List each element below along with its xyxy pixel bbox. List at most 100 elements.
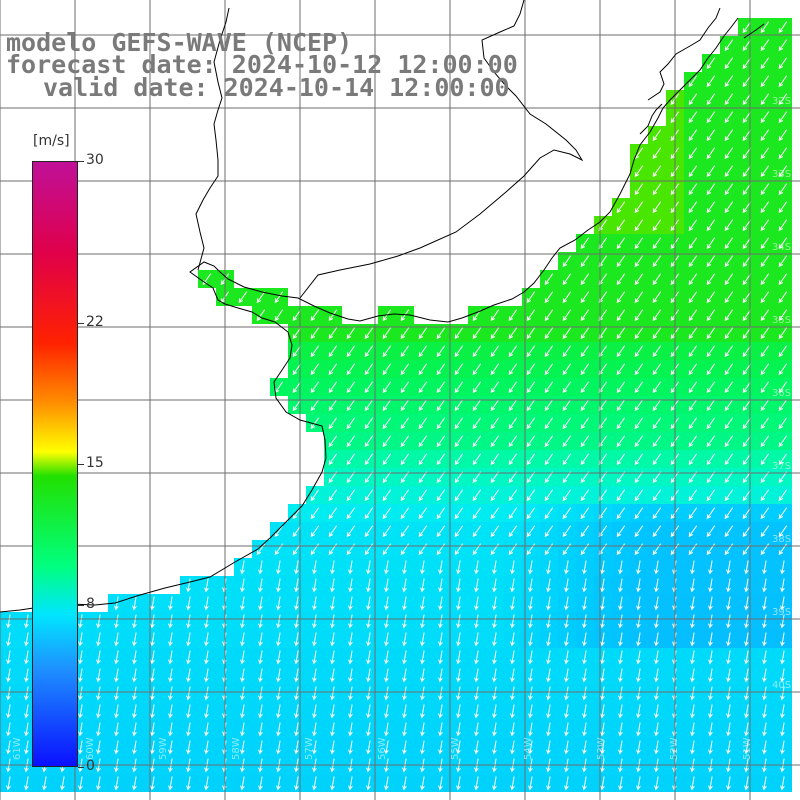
- wind-arrow: [292, 525, 302, 538]
- wind-arrow: [742, 39, 752, 52]
- wind-arrow: [742, 93, 752, 106]
- wind-arrow: [150, 776, 155, 791]
- wind-arrow: [634, 309, 644, 322]
- wind-arrow: [310, 489, 320, 502]
- wind-arrow: [562, 327, 572, 340]
- wind-arrow: [580, 273, 590, 286]
- wind-arrow: [526, 363, 536, 376]
- wind-arrow: [114, 632, 119, 647]
- wind-arrow: [706, 75, 716, 88]
- wind-arrow: [294, 596, 299, 611]
- wind-arrow: [348, 578, 353, 593]
- wind-arrow: [528, 650, 533, 665]
- wind-arrow: [204, 704, 209, 719]
- wind-arrow: [438, 578, 443, 593]
- wind-arrow: [150, 704, 155, 719]
- wind-arrow: [706, 237, 716, 250]
- wind-arrow: [652, 345, 662, 358]
- wind-arrow: [780, 632, 785, 647]
- wind-arrow: [240, 614, 245, 629]
- wind-arrow: [508, 507, 518, 520]
- wind-arrow: [24, 722, 29, 737]
- wind-arrow: [384, 722, 389, 737]
- wind-arrow: [580, 435, 590, 448]
- wind-arrow: [616, 417, 626, 430]
- wind-arrow: [310, 345, 320, 358]
- wind-arrow: [328, 435, 338, 448]
- wind-arrow: [292, 345, 302, 358]
- longitude-label: 57W: [304, 737, 315, 760]
- wind-arrow: [186, 704, 191, 719]
- wind-arrow: [762, 668, 767, 683]
- wind-arrow: [456, 596, 461, 611]
- wind-arrow: [328, 525, 338, 538]
- wind-arrow: [688, 309, 698, 322]
- wind-arrow: [274, 525, 284, 538]
- wind-arrow: [652, 291, 662, 304]
- wind-arrow: [544, 507, 554, 520]
- wind-arrow: [652, 489, 662, 502]
- wind-arrow: [688, 417, 698, 430]
- wind-arrow: [744, 578, 749, 593]
- wind-arrow: [762, 650, 767, 665]
- wind-arrow: [634, 435, 644, 448]
- wind-arrow: [528, 614, 533, 629]
- wind-arrow: [382, 453, 392, 466]
- wind-arrow: [688, 219, 698, 232]
- wind-arrow: [150, 722, 155, 737]
- wind-arrow: [276, 578, 281, 593]
- wind-arrow: [438, 686, 443, 701]
- wind-arrow: [384, 776, 389, 791]
- colorbar: [32, 161, 78, 767]
- wind-arrow: [724, 129, 734, 142]
- wind-arrow: [726, 704, 731, 719]
- wind-arrow: [418, 453, 428, 466]
- wind-arrow: [150, 596, 155, 611]
- wind-arrow: [418, 543, 428, 556]
- wind-arrow: [634, 399, 644, 412]
- wind-arrow: [132, 776, 137, 791]
- wind-arrow: [276, 722, 281, 737]
- wind-arrow: [780, 740, 785, 755]
- wind-arrow: [780, 668, 785, 683]
- wind-arrow: [330, 722, 335, 737]
- wind-arrow: [652, 327, 662, 340]
- wind-arrow: [778, 453, 788, 466]
- colorbar-units: [m/s]: [33, 133, 70, 149]
- wind-arrow: [778, 273, 788, 286]
- wind-arrow: [490, 507, 500, 520]
- wind-arrow: [330, 686, 335, 701]
- wind-arrow: [492, 776, 497, 791]
- wind-arrow: [186, 722, 191, 737]
- wind-arrow: [564, 776, 569, 791]
- wind-arrow: [168, 740, 173, 755]
- wind-arrow: [436, 453, 446, 466]
- wind-arrow: [724, 399, 734, 412]
- wind-arrow: [564, 740, 569, 755]
- wind-arrow: [636, 578, 641, 593]
- wind-arrow: [744, 596, 749, 611]
- wind-arrow: [276, 776, 281, 791]
- wind-arrow: [294, 704, 299, 719]
- wind-arrow: [490, 345, 500, 358]
- wind-arrow: [258, 722, 263, 737]
- wind-arrow: [240, 722, 245, 737]
- wind-arrow: [276, 704, 281, 719]
- wind-arrow: [472, 381, 482, 394]
- wind-arrow: [436, 363, 446, 376]
- wind-arrow: [616, 309, 626, 322]
- wind-arrow: [690, 596, 695, 611]
- wind-arrow: [724, 291, 734, 304]
- wind-arrow: [204, 668, 209, 683]
- wind-arrow: [744, 740, 749, 755]
- wind-arrow: [706, 219, 716, 232]
- wind-arrow: [474, 776, 479, 791]
- wind-arrow: [616, 399, 626, 412]
- wind-arrow: [132, 704, 137, 719]
- wind-arrow: [420, 668, 425, 683]
- wind-arrow: [618, 650, 623, 665]
- wind-arrow: [256, 291, 266, 304]
- wind-arrow: [708, 722, 713, 737]
- wind-arrow: [760, 381, 770, 394]
